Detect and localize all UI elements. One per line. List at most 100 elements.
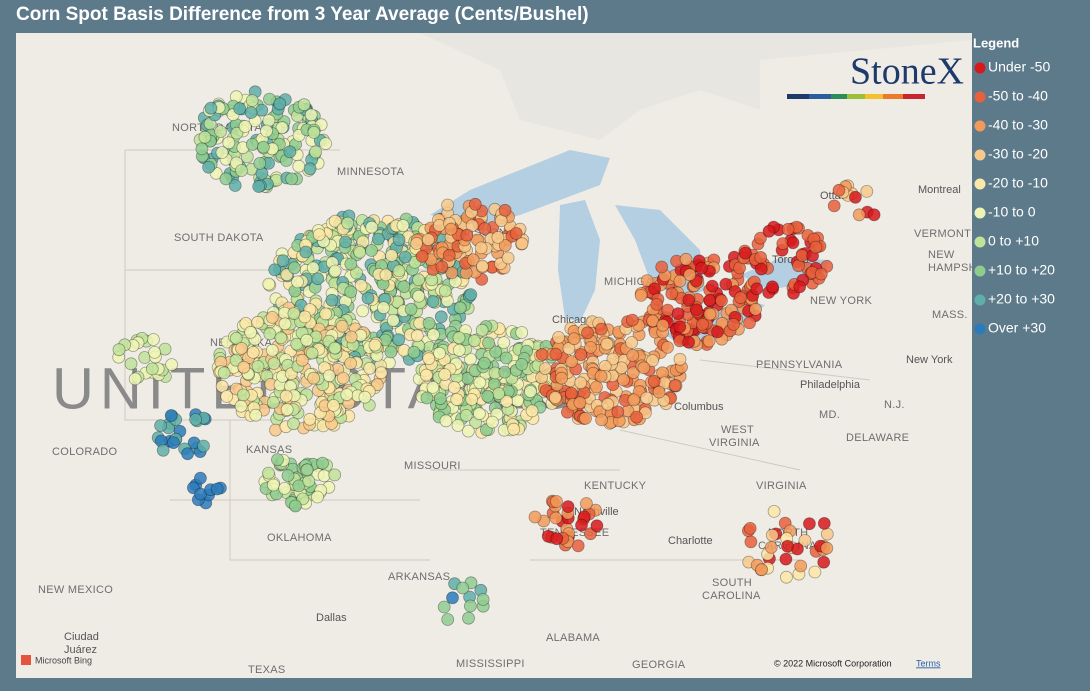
- location-dot: [368, 338, 382, 352]
- location-dot: [273, 97, 287, 111]
- location-dot: [219, 172, 233, 186]
- location-dot: [167, 436, 180, 450]
- location-dot: [673, 352, 687, 366]
- location-dot: [422, 316, 436, 330]
- location-dot: [739, 246, 752, 260]
- terms-link[interactable]: Terms: [916, 658, 941, 668]
- location-dot: [462, 611, 475, 625]
- state-label: OKLAHOMA: [267, 532, 332, 544]
- location-dot: [528, 510, 542, 524]
- location-dot: [574, 348, 588, 362]
- location-dot: [617, 373, 630, 387]
- location-dot: [210, 482, 224, 496]
- location-dot: [356, 304, 370, 318]
- legend: Under -50 -50 to -40 -40 to -30 -30 to -20 -…: [974, 59, 1055, 336]
- location-dot: [384, 345, 398, 359]
- location-dot: [535, 348, 549, 361]
- brand-logo: StoneX: [850, 51, 964, 93]
- location-dot: [344, 257, 358, 271]
- location-dot: [215, 146, 229, 159]
- state-label: WEST: [721, 424, 754, 436]
- location-dot: [749, 302, 762, 316]
- location-dot: [817, 517, 831, 530]
- legend-swatch: [974, 91, 986, 103]
- state-label: DELAWARE: [846, 432, 909, 444]
- location-dot: [515, 357, 529, 371]
- location-dot: [336, 371, 350, 385]
- location-dot: [327, 398, 340, 412]
- location-dot: [549, 511, 563, 525]
- attribution: Microsoft Bing: [35, 655, 92, 665]
- location-dot: [798, 534, 812, 547]
- location-dot: [595, 413, 608, 427]
- location-dot: [276, 254, 290, 268]
- location-dot: [475, 259, 489, 273]
- location-dot: [574, 376, 588, 390]
- location-dot: [459, 408, 473, 422]
- location-dot: [228, 179, 242, 192]
- location-dot: [328, 468, 342, 482]
- location-dot: [385, 249, 398, 262]
- location-dot: [548, 391, 562, 404]
- location-dot: [328, 341, 342, 355]
- location-dot: [637, 361, 651, 375]
- location-dot: [786, 236, 800, 250]
- location-dot: [779, 552, 793, 566]
- location-dot: [525, 404, 539, 418]
- location-dot: [263, 327, 277, 341]
- location-dot: [317, 469, 331, 483]
- legend-label: -40 to -30: [988, 117, 1048, 133]
- location-dot: [625, 336, 638, 349]
- location-dot: [256, 140, 270, 154]
- location-dot: [392, 333, 406, 347]
- location-dot: [475, 323, 489, 337]
- location-dot: [705, 279, 719, 293]
- location-dot: [325, 293, 339, 307]
- location-dot: [567, 332, 581, 346]
- location-dot: [146, 333, 160, 346]
- location-dot: [280, 403, 294, 416]
- location-dot: [396, 219, 410, 232]
- location-dot: [465, 392, 479, 406]
- location-dot: [233, 102, 247, 115]
- location-dot: [271, 453, 284, 467]
- location-dot: [165, 358, 179, 372]
- location-dot: [302, 474, 316, 488]
- location-dot: [309, 145, 323, 159]
- location-dot: [565, 355, 578, 369]
- location-dot: [627, 393, 641, 407]
- location-dot: [193, 471, 207, 485]
- location-dot: [377, 301, 390, 315]
- location-dot: [344, 356, 358, 370]
- location-dot: [594, 322, 608, 336]
- location-dot: [832, 183, 846, 197]
- location-dot: [452, 343, 466, 357]
- location-dot: [291, 275, 304, 289]
- location-dot: [112, 343, 126, 357]
- location-dot: [461, 424, 475, 438]
- location-dot: [235, 341, 248, 355]
- location-dot: [441, 613, 455, 626]
- location-dot: [404, 302, 418, 316]
- location-dot: [255, 103, 269, 117]
- location-dot: [781, 539, 794, 553]
- location-dot: [245, 137, 259, 151]
- location-dot: [682, 335, 695, 349]
- location-dot: [647, 374, 661, 388]
- location-dot: [579, 411, 592, 425]
- location-dot: [590, 380, 603, 394]
- location-dot: [860, 184, 874, 198]
- location-dot: [661, 340, 674, 354]
- location-dot: [195, 142, 209, 156]
- location-dot: [727, 317, 740, 331]
- location-dot: [421, 233, 435, 247]
- state-label: MASS.: [932, 309, 968, 321]
- location-dot: [407, 345, 421, 359]
- location-dot: [354, 279, 368, 292]
- location-dot: [322, 369, 336, 383]
- legend-title: Legend: [973, 35, 1019, 50]
- location-dot: [307, 371, 321, 385]
- location-dot: [580, 497, 593, 510]
- location-dot: [489, 345, 503, 359]
- location-dot: [655, 260, 669, 274]
